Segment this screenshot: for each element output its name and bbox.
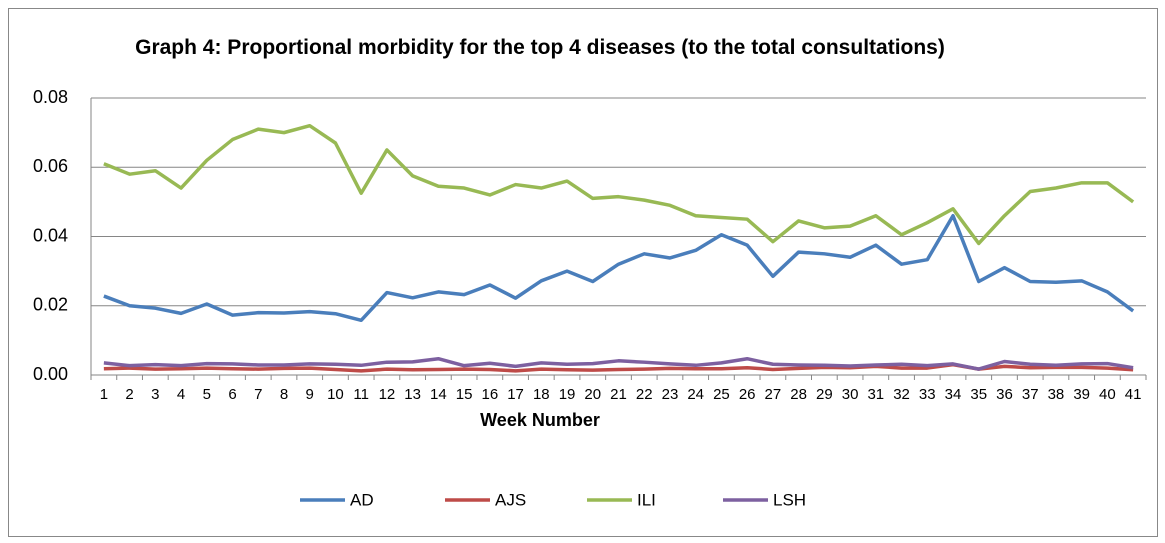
legend-label: AJS [495,490,526,509]
x-tick-label: 34 [945,386,962,403]
y-tick-label: 0.08 [33,87,68,107]
x-tick-label: 30 [842,386,859,403]
x-tick-label: 14 [430,386,447,403]
x-tick-label: 29 [816,386,833,403]
x-tick-label: 22 [636,386,653,403]
x-tick-label: 21 [610,386,627,403]
x-tick-label: 31 [867,386,884,403]
x-tick-label: 4 [177,386,185,403]
x-tick-label: 32 [893,386,910,403]
legend-label: AD [350,490,374,509]
x-tick-label: 35 [970,386,987,403]
x-tick-label: 5 [203,386,211,403]
x-tick-label: 15 [456,386,473,403]
x-axis-title: Week Number [480,410,600,430]
x-tick-label: 10 [327,386,344,403]
x-tick-label: 7 [254,386,262,403]
x-tick-label: 23 [662,386,679,403]
y-tick-label: 0.06 [33,156,68,176]
x-tick-label: 38 [1048,386,1065,403]
x-tick-label: 36 [996,386,1013,403]
x-tick-label: 40 [1099,386,1116,403]
x-tick-label: 24 [687,386,704,403]
x-tick-label: 9 [306,386,314,403]
x-tick-label: 17 [507,386,524,403]
x-tick-label: 20 [584,386,601,403]
x-tick-label: 26 [739,386,756,403]
chart-border [8,8,1158,537]
x-tick-label: 11 [353,386,369,403]
x-tick-label: 41 [1125,386,1142,403]
y-tick-label: 0.02 [33,295,68,315]
series-line [103,356,1134,371]
x-tick-label: 16 [481,386,498,403]
chart-title: Graph 4: Proportional morbidity for the … [135,36,945,59]
x-tick-label: 39 [1073,386,1090,403]
legend-label: ILI [637,490,656,509]
x-tick-label: 12 [379,386,396,403]
x-tick-label: 1 [100,386,108,403]
x-tick-label: 37 [1022,386,1039,403]
series-line [103,213,1135,323]
x-tick-label: 8 [280,386,288,403]
x-tick-label: 28 [790,386,807,403]
legend-label: LSH [773,490,806,509]
x-tick-label: 6 [228,386,236,403]
x-tick-label: 27 [765,386,782,403]
x-tick-label: 13 [404,386,421,403]
series-line [103,123,1135,246]
y-tick-label: 0.04 [33,225,68,245]
x-tick-label: 33 [919,386,936,403]
x-tick-label: 2 [125,386,133,403]
x-tick-label: 25 [713,386,730,403]
x-tick-label: 19 [559,386,576,403]
y-tick-label: 0.00 [33,364,68,384]
x-tick-label: 3 [151,386,159,403]
x-tick-label: 18 [533,386,550,403]
